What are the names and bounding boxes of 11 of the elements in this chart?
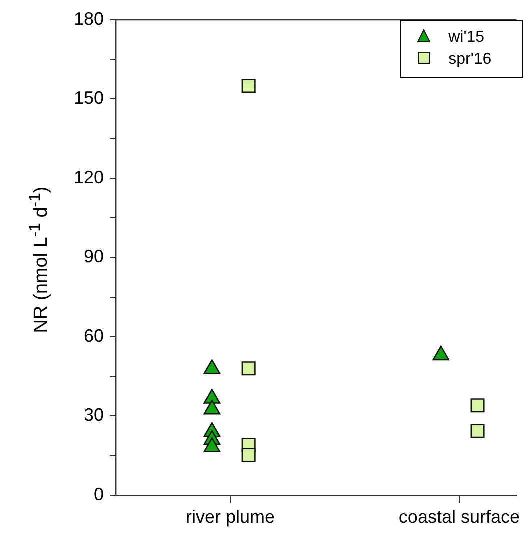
y-tick-label: 120 — [74, 167, 104, 188]
x-tick-label: river plume — [186, 507, 276, 528]
y-tick-label: 150 — [74, 88, 104, 108]
y-tick-label: 30 — [84, 405, 104, 426]
legend-label: wi'15 — [448, 29, 485, 46]
y-tick-label: 0 — [94, 484, 104, 504]
legend-label: spr'16 — [448, 51, 492, 68]
y-tick-label: 60 — [84, 326, 104, 346]
y-tick-label: 180 — [74, 8, 104, 29]
y-tick-label: 90 — [84, 246, 104, 267]
x-tick-label: coastal surface — [398, 507, 520, 528]
